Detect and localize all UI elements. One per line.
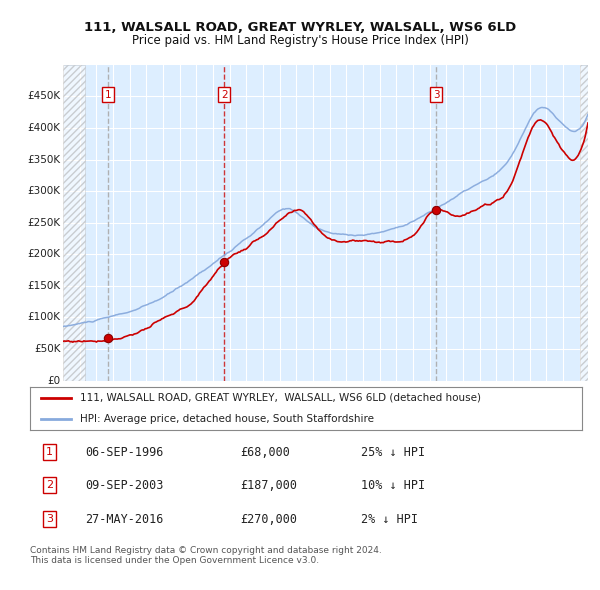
Text: 2: 2: [221, 90, 227, 100]
Text: 3: 3: [433, 90, 439, 100]
Text: 1: 1: [104, 90, 111, 100]
Text: £0: £0: [47, 376, 61, 385]
Text: 2: 2: [46, 480, 53, 490]
Text: Price paid vs. HM Land Registry's House Price Index (HPI): Price paid vs. HM Land Registry's House …: [131, 34, 469, 47]
Bar: [63, 65, 85, 381]
Text: 3: 3: [46, 514, 53, 525]
Text: 111, WALSALL ROAD, GREAT WYRLEY,  WALSALL, WS6 6LD (detached house): 111, WALSALL ROAD, GREAT WYRLEY, WALSALL…: [80, 393, 481, 402]
Text: £400K: £400K: [28, 123, 61, 133]
Text: £250K: £250K: [27, 218, 61, 228]
Text: 09-SEP-2003: 09-SEP-2003: [85, 478, 164, 492]
Text: 06-SEP-1996: 06-SEP-1996: [85, 445, 164, 459]
Text: HPI: Average price, detached house, South Staffordshire: HPI: Average price, detached house, Sout…: [80, 414, 374, 424]
Text: £50K: £50K: [34, 344, 61, 354]
Text: 25% ↓ HPI: 25% ↓ HPI: [361, 445, 425, 459]
Text: 111, WALSALL ROAD, GREAT WYRLEY, WALSALL, WS6 6LD: 111, WALSALL ROAD, GREAT WYRLEY, WALSALL…: [84, 21, 516, 34]
Text: £150K: £150K: [27, 281, 61, 291]
Text: £100K: £100K: [28, 313, 61, 322]
Text: £187,000: £187,000: [240, 478, 297, 492]
Bar: [580, 65, 588, 381]
Text: £350K: £350K: [27, 155, 61, 165]
Text: £68,000: £68,000: [240, 445, 290, 459]
Text: 1: 1: [46, 447, 53, 457]
Text: 2% ↓ HPI: 2% ↓ HPI: [361, 513, 418, 526]
Text: 10% ↓ HPI: 10% ↓ HPI: [361, 478, 425, 492]
Text: £270,000: £270,000: [240, 513, 297, 526]
Text: £450K: £450K: [27, 91, 61, 101]
Text: £200K: £200K: [28, 250, 61, 259]
Text: 27-MAY-2016: 27-MAY-2016: [85, 513, 164, 526]
Text: Contains HM Land Registry data © Crown copyright and database right 2024.
This d: Contains HM Land Registry data © Crown c…: [30, 546, 382, 565]
Text: £300K: £300K: [28, 186, 61, 196]
